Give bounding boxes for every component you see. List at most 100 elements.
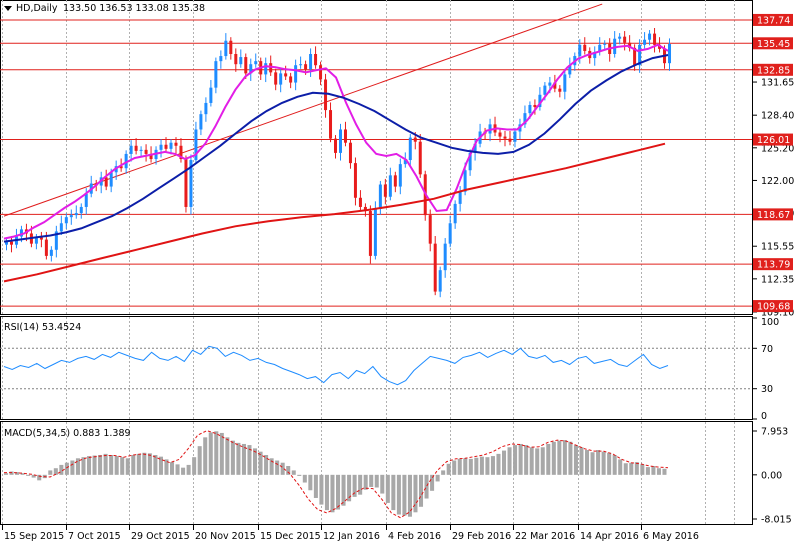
candle-body — [124, 153, 128, 169]
candle-body — [74, 213, 78, 216]
macd-bar — [518, 443, 523, 475]
candle-body — [309, 54, 313, 70]
macd-bar — [280, 462, 285, 475]
macd-bar — [324, 474, 329, 511]
macd-bar — [435, 474, 440, 482]
level-badge — [753, 208, 793, 221]
candle-body — [513, 131, 517, 142]
x-tick-label: 29 Feb 2016 — [452, 531, 511, 542]
macd-bar — [225, 437, 230, 475]
x-tick-label: 22 Mar 2016 — [515, 531, 575, 542]
macd-bar — [291, 470, 296, 475]
candle-body — [633, 47, 637, 66]
candles — [4, 28, 672, 298]
macd-bar — [313, 474, 318, 498]
macd-bar — [419, 474, 424, 507]
dropdown-triangle-icon[interactable] — [4, 6, 12, 11]
candle-body — [4, 241, 8, 245]
candle-body — [448, 223, 452, 244]
macd-bar — [230, 440, 235, 475]
x-tick-label: 15 Sep 2015 — [4, 531, 64, 542]
y-tick-label: 122.00 — [761, 176, 794, 187]
candle-body — [139, 149, 143, 151]
macd-bar — [9, 471, 14, 475]
axis-ticks: 15 Sep 2015 7 Oct 2015 29 Oct 2015 20 Nov 2… — [2, 78, 794, 542]
candle-body — [498, 132, 502, 137]
candle-body — [34, 237, 38, 244]
x-tick-label: 14 Apr 2016 — [580, 531, 639, 542]
level-badge — [753, 300, 793, 313]
macd-bar — [524, 445, 529, 475]
rsi-y-tick-label: 0 — [761, 411, 767, 422]
candle-body — [418, 141, 422, 175]
candle-body — [628, 42, 632, 48]
macd-bar — [181, 467, 186, 475]
macd-bar — [634, 462, 639, 475]
candle-body — [353, 163, 357, 198]
rsi-y-tick-label: 30 — [761, 384, 773, 395]
candle-body — [453, 203, 457, 224]
candle-body — [463, 170, 467, 192]
candle-body — [468, 152, 472, 171]
x-tick-label: 4 Feb 2016 — [388, 531, 441, 542]
candle-body — [144, 149, 148, 154]
macd-bar — [573, 445, 578, 475]
macd-bar — [540, 447, 545, 475]
macd-bar — [37, 474, 42, 481]
candle-body — [383, 184, 387, 197]
macd-bar — [596, 450, 601, 475]
macd-bar — [241, 443, 246, 475]
macd-bar — [98, 454, 103, 475]
macd-bar — [15, 472, 20, 475]
x-tick-label: 29 Oct 2015 — [131, 531, 190, 542]
candle-body — [129, 145, 133, 154]
macd-bar — [341, 474, 346, 506]
level-badge — [753, 37, 793, 50]
macd-bar — [275, 460, 280, 475]
candle-body — [593, 51, 597, 59]
candle-body — [19, 229, 23, 237]
macd-bar — [170, 462, 175, 475]
macd-bar — [158, 456, 163, 475]
macd-bar — [258, 451, 263, 475]
macd-bar — [114, 456, 119, 475]
macd-bar — [496, 453, 501, 475]
ma_fast-line — [3, 43, 669, 240]
candle-body — [528, 104, 532, 114]
macd-bar — [457, 458, 462, 475]
candle-body — [224, 40, 228, 57]
trendline — [3, 3, 603, 217]
macd-bar — [214, 431, 219, 475]
candle-body — [189, 160, 193, 207]
rsi-panel[interactable] — [0, 316, 753, 420]
macd-bar — [607, 452, 612, 475]
candle-body — [234, 54, 238, 65]
level-badge — [753, 133, 793, 146]
candle-body — [458, 191, 462, 204]
macd-bar — [651, 466, 656, 475]
candle-body — [119, 166, 123, 169]
y-tick-label: 115.55 — [761, 242, 794, 253]
macd-bar — [441, 470, 446, 475]
candle-body — [84, 193, 88, 207]
candle-body — [269, 63, 273, 73]
macd-bar — [120, 457, 125, 475]
candle-body — [274, 72, 278, 85]
level-badges: 137.74 135.45 132.85 126.01 118.67 113.79 109.… — [753, 13, 793, 313]
price-panel[interactable] — [0, 0, 753, 315]
rsi-series-line — [3, 345, 669, 386]
macd-bar — [601, 451, 606, 475]
macd-bar — [374, 474, 379, 488]
candle-body — [184, 159, 188, 207]
macd-bar — [109, 454, 114, 475]
macd-panel[interactable] — [0, 421, 753, 525]
candle-body — [59, 223, 63, 232]
macd-bar — [640, 464, 645, 475]
level-badge-label: 109.68 — [757, 302, 790, 313]
macd-bar — [4, 473, 9, 475]
candle-body — [433, 243, 437, 292]
candle-body — [194, 129, 198, 161]
macd-bar — [358, 474, 363, 495]
y-tick-label: 125.20 — [761, 143, 794, 154]
